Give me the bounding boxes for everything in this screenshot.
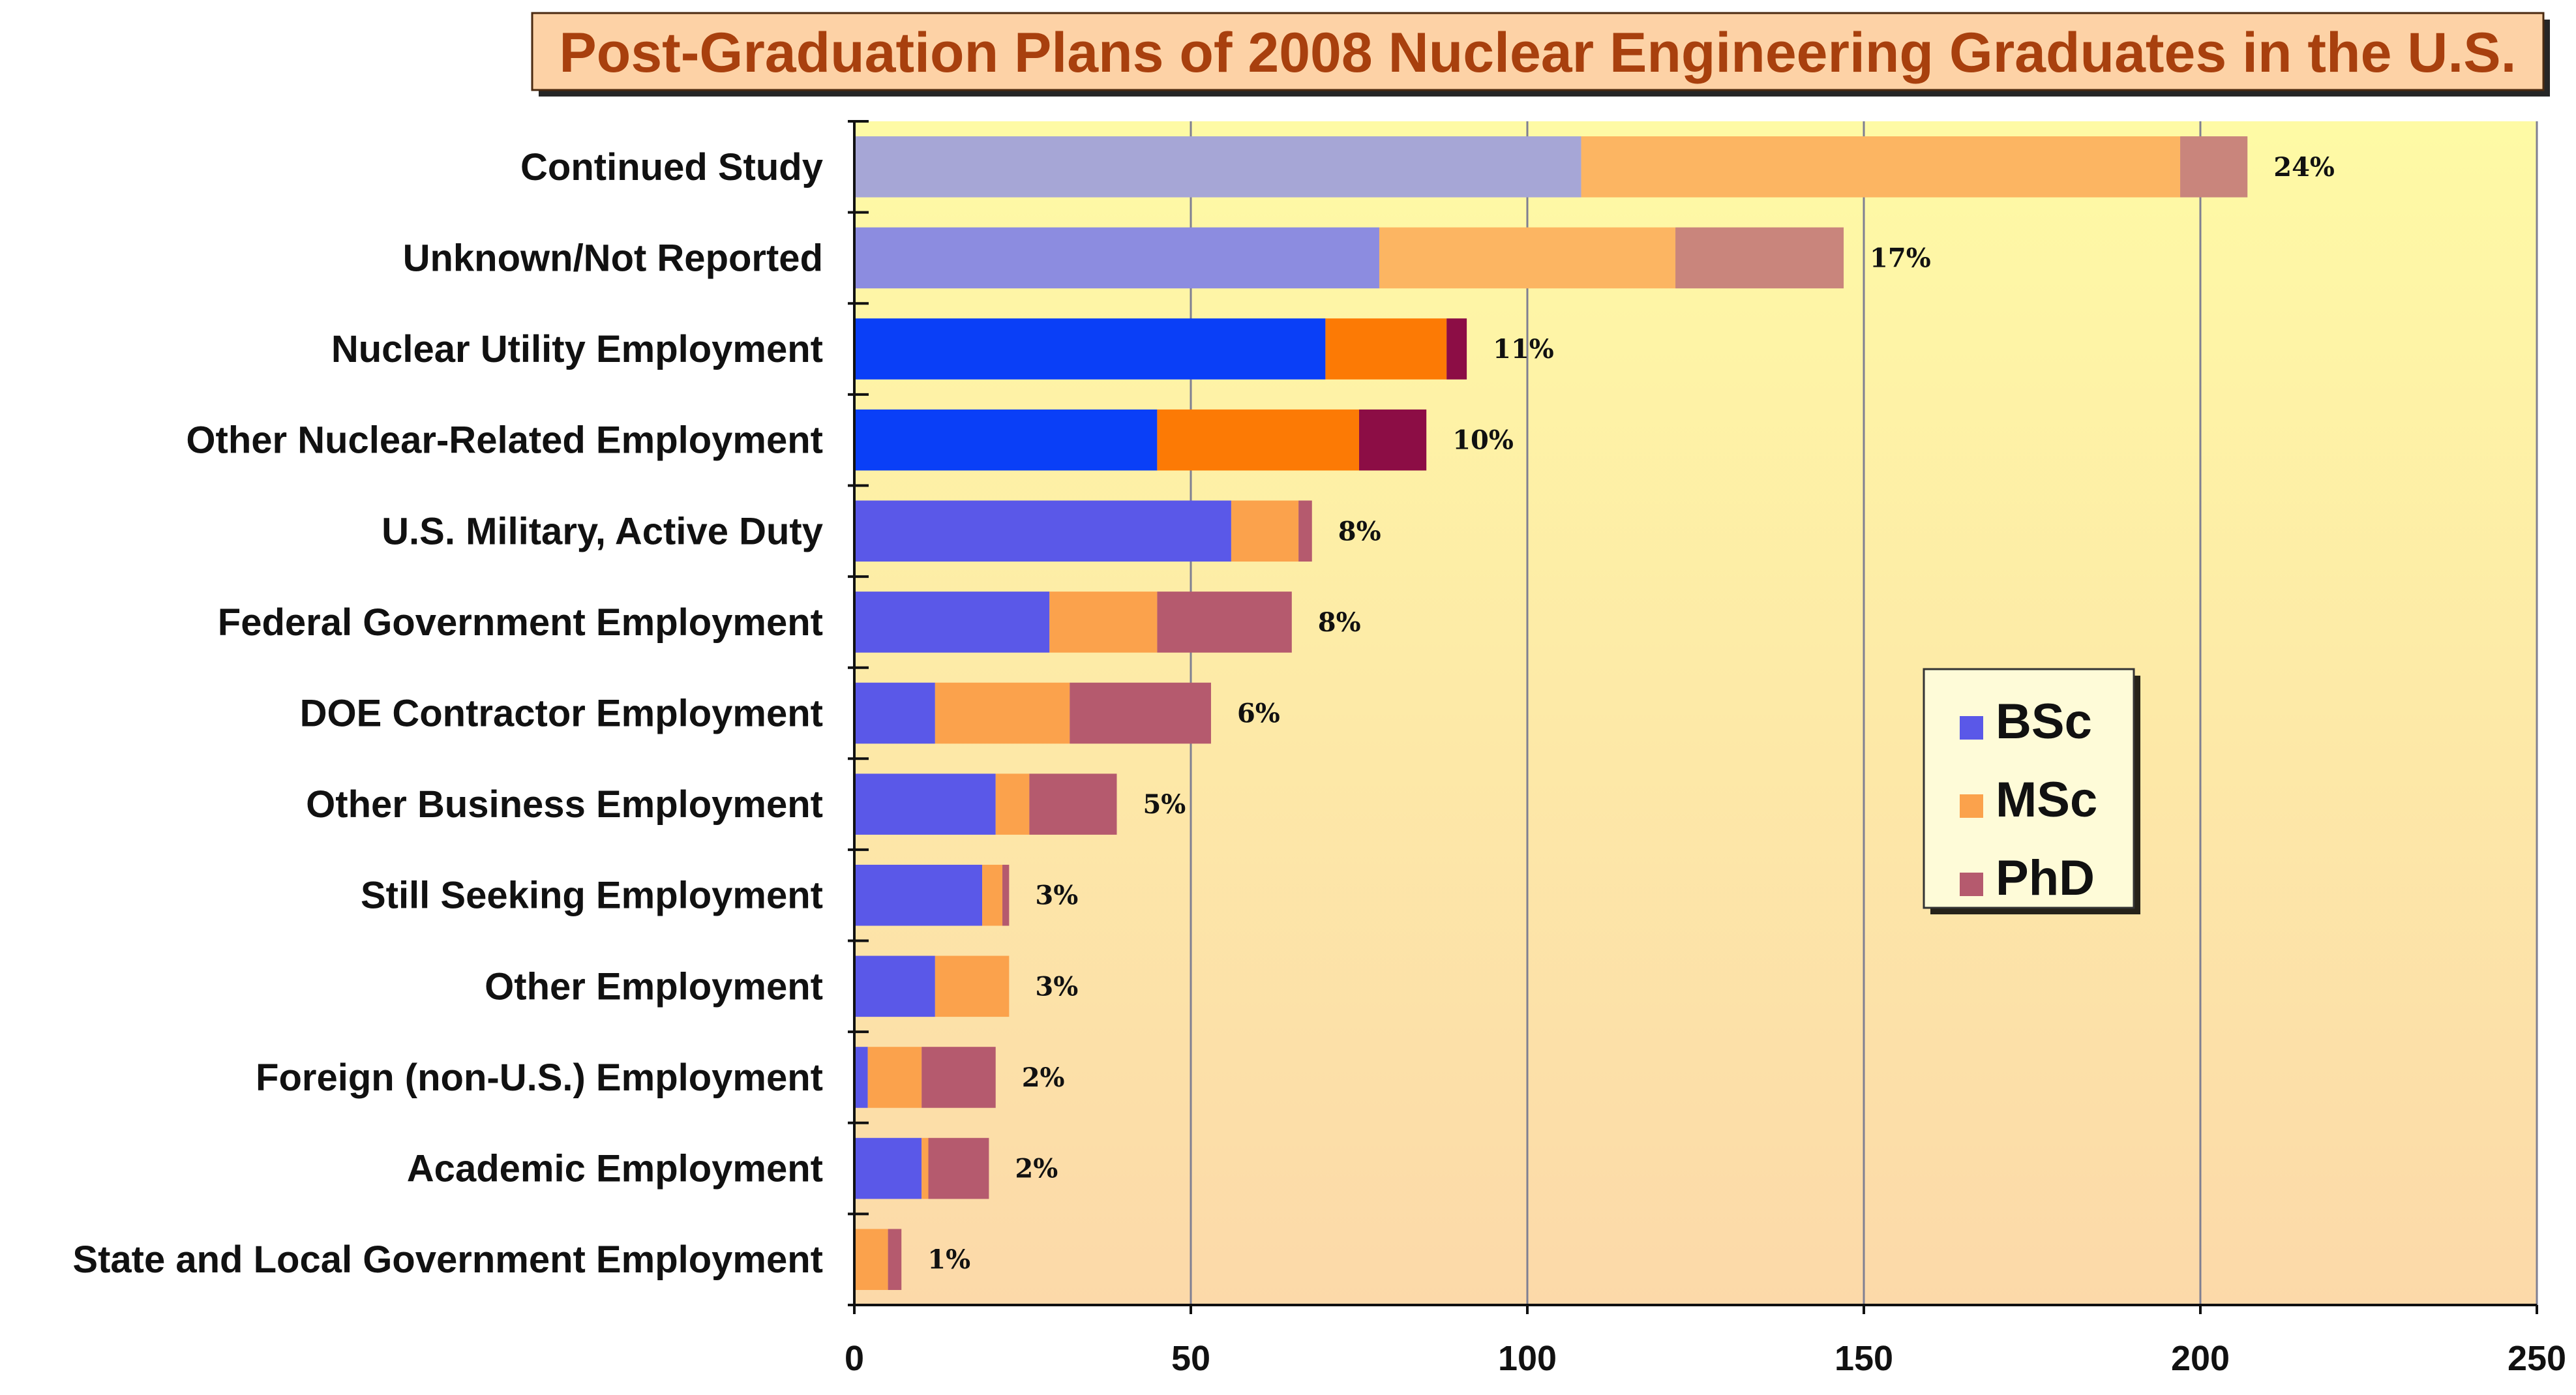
legend-label-bsc: BSc xyxy=(1996,694,2092,749)
bar-phd-8 xyxy=(1002,864,1010,926)
category-label-6: DOE Contractor Employment xyxy=(300,693,823,735)
bar-phd-6 xyxy=(1070,682,1211,744)
bar-phd-1 xyxy=(1675,227,1844,289)
bar-msc-6 xyxy=(935,682,1070,744)
percent-label-3: 10% xyxy=(1452,425,1514,456)
category-label-5: Federal Government Employment xyxy=(218,601,823,644)
x-tick-label-5: 250 xyxy=(2508,1339,2566,1378)
bar-msc-2 xyxy=(1325,318,1447,380)
gridlines xyxy=(1190,121,2538,1305)
bar-msc-0 xyxy=(1581,136,2181,198)
percent-label-1: 17% xyxy=(1870,243,1931,273)
bar-phd-12 xyxy=(888,1229,902,1290)
bar-bsc-10 xyxy=(854,1047,868,1108)
bar-msc-4 xyxy=(1231,500,1299,562)
bar-msc-8 xyxy=(982,864,1003,926)
category-label-1: Unknown/Not Reported xyxy=(403,237,823,279)
category-label-2: Nuclear Utility Employment xyxy=(331,328,823,370)
percent-label-5: 8% xyxy=(1318,607,1361,638)
bar-msc-7 xyxy=(995,773,1030,835)
bar-phd-5 xyxy=(1157,592,1292,653)
bar-bsc-8 xyxy=(854,864,983,926)
bar-bsc-9 xyxy=(854,955,935,1017)
category-label-8: Still Seeking Employment xyxy=(361,875,823,917)
bar-bsc-6 xyxy=(854,682,935,744)
x-tick-label-2: 100 xyxy=(1498,1339,1557,1378)
bar-msc-3 xyxy=(1157,409,1359,471)
bar-phd-3 xyxy=(1359,409,1427,471)
bar-bsc-7 xyxy=(854,773,996,835)
category-label-10: Foreign (non-U.S.) Employment xyxy=(256,1057,823,1099)
legend-swatch-msc xyxy=(1960,794,1983,818)
bar-msc-9 xyxy=(935,955,1010,1017)
x-tick-label-0: 0 xyxy=(845,1339,864,1378)
category-label-12: State and Local Government Employment xyxy=(72,1238,823,1281)
percent-label-7: 5% xyxy=(1143,789,1186,820)
bar-msc-11 xyxy=(921,1137,929,1199)
bar-bsc-0 xyxy=(854,136,1581,198)
bar-bsc-5 xyxy=(854,592,1050,653)
category-label-4: U.S. Military, Active Duty xyxy=(382,510,823,552)
bar-msc-1 xyxy=(1379,227,1676,289)
chart-title-box: Post-Graduation Plans of 2008 Nuclear En… xyxy=(531,12,2550,97)
bar-phd-7 xyxy=(1029,773,1117,835)
bar-bsc-11 xyxy=(854,1137,922,1199)
bar-msc-10 xyxy=(867,1047,922,1108)
category-label-9: Other Employment xyxy=(485,965,823,1008)
bar-bsc-4 xyxy=(854,500,1231,562)
bar-msc-12 xyxy=(854,1229,888,1290)
bar-phd-4 xyxy=(1298,500,1312,562)
bar-phd-0 xyxy=(2180,136,2248,198)
category-label-0: Continued Study xyxy=(520,146,823,188)
axes xyxy=(848,120,2538,1314)
legend-label-msc: MSc xyxy=(1996,772,2097,828)
percent-label-10: 2% xyxy=(1022,1062,1065,1093)
legend-swatch-bsc xyxy=(1960,716,1983,740)
percent-label-11: 2% xyxy=(1015,1154,1058,1184)
legend: BSc MSc PhD xyxy=(1923,668,2140,914)
percent-label-12: 1% xyxy=(927,1244,970,1275)
x-tick-label-1: 50 xyxy=(1171,1339,1210,1378)
percent-label-0: 24% xyxy=(2273,152,2335,183)
category-label-3: Other Nuclear-Related Employment xyxy=(186,419,823,462)
x-tick-label-3: 150 xyxy=(1835,1339,1893,1378)
bar-bsc-3 xyxy=(854,409,1158,471)
percent-label-2: 11% xyxy=(1493,334,1554,365)
legend-swatch-phd xyxy=(1960,873,1983,896)
category-labels: Continued Study Unknown/Not Reported Nucle… xyxy=(72,146,823,1281)
x-tick-labels: 0 50 100 150 200 250 xyxy=(845,1339,2566,1378)
chart-title: Post-Graduation Plans of 2008 Nuclear En… xyxy=(559,22,2516,84)
x-tick-label-4: 200 xyxy=(2171,1339,2230,1378)
percent-label-4: 8% xyxy=(1338,516,1381,547)
category-label-11: Academic Employment xyxy=(407,1148,823,1190)
bar-phd-11 xyxy=(928,1137,989,1199)
bar-bsc-2 xyxy=(854,318,1326,380)
bar-phd-10 xyxy=(921,1047,996,1108)
percent-label-8: 3% xyxy=(1035,880,1078,911)
bar-bsc-1 xyxy=(854,227,1379,289)
percent-label-6: 6% xyxy=(1237,698,1280,729)
bars xyxy=(854,136,2248,1290)
percent-labels: 24% 17% 11% 10% 8% 8% 6% 5% 3% 3% 2% 2% 1% xyxy=(927,152,2335,1275)
category-label-7: Other Business Employment xyxy=(306,783,823,826)
percent-label-9: 3% xyxy=(1035,971,1078,1002)
bar-msc-5 xyxy=(1049,592,1158,653)
bar-phd-2 xyxy=(1446,318,1467,380)
legend-label-phd: PhD xyxy=(1996,850,2095,906)
